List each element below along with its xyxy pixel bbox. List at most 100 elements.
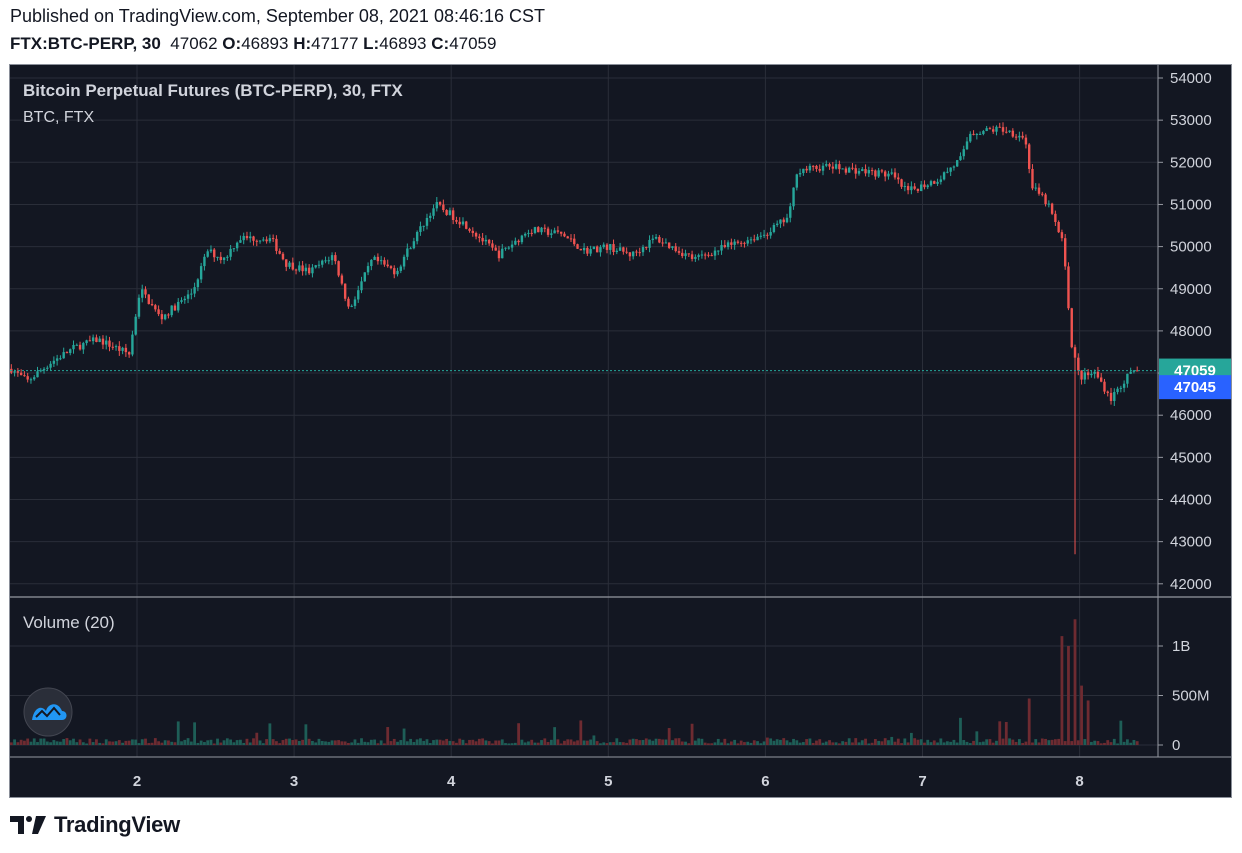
volume-bar — [684, 741, 687, 745]
volume-bar — [333, 740, 337, 745]
candle-body — [317, 264, 321, 266]
candle-body — [703, 254, 707, 256]
footer-brand[interactable]: TradingView — [10, 812, 180, 838]
volume-bar — [680, 741, 684, 745]
candle-body — [838, 164, 841, 170]
candle-body — [687, 253, 691, 255]
candle-body — [903, 186, 907, 188]
volume-bar — [795, 740, 799, 745]
volume-bar — [59, 741, 62, 745]
candle-body — [278, 250, 281, 254]
volume-bar — [121, 742, 124, 745]
volume-bar — [867, 743, 871, 745]
candle-body — [62, 352, 65, 359]
price-axis[interactable]: 5400053000520005100050000490004800047000… — [1158, 70, 1212, 593]
candle-body — [998, 126, 1001, 128]
volume-bar — [589, 739, 593, 745]
candle-body — [1027, 144, 1031, 169]
volume-bar — [62, 739, 66, 745]
candle-body — [1126, 373, 1129, 384]
time-tick-label: 6 — [761, 773, 769, 790]
candle-body — [782, 219, 785, 223]
price-tick-label: 49000 — [1170, 281, 1212, 298]
candle-body — [857, 171, 861, 174]
candle-body — [762, 234, 766, 236]
volume-bar — [1057, 738, 1061, 745]
volume-bar — [23, 740, 26, 745]
volume-bar — [743, 742, 746, 745]
volume-bar — [288, 738, 291, 745]
candle-body — [131, 334, 134, 355]
volume-bar — [353, 739, 357, 745]
volume-bar — [1070, 741, 1074, 745]
candle-body — [818, 168, 821, 171]
volume-bar — [369, 739, 373, 745]
candle-body — [942, 172, 946, 180]
candle-body — [82, 343, 85, 350]
candle-body — [582, 247, 586, 251]
volume-bar — [991, 742, 995, 745]
volume-bar — [769, 738, 773, 745]
volume-bar — [644, 738, 648, 745]
volume-bar — [592, 735, 596, 745]
candle-body — [121, 347, 124, 351]
volume-bar — [602, 742, 606, 745]
volume-bar — [104, 739, 108, 745]
candle-body — [307, 267, 311, 274]
candle-body — [1011, 130, 1015, 137]
volume-bar — [32, 738, 36, 745]
tradingview-badge-icon[interactable] — [23, 687, 73, 737]
volume-bar — [366, 742, 370, 745]
volume-bar — [618, 742, 622, 745]
volume-bar — [340, 741, 344, 745]
candle-body — [569, 238, 573, 240]
volume-bar — [157, 741, 161, 745]
candle-body — [186, 294, 190, 299]
volume-bar — [985, 739, 989, 745]
candle-body — [906, 186, 910, 191]
volume-bar — [847, 738, 851, 745]
time-axis[interactable]: 2 3 4 5 6 7 8 — [133, 773, 1084, 790]
volume-bar — [906, 742, 910, 745]
candle-body — [1063, 238, 1067, 267]
volume-bar — [68, 740, 72, 745]
volume-bar — [445, 738, 449, 745]
volume-bar — [317, 738, 321, 745]
volume-bar — [733, 739, 737, 745]
volume-bar — [101, 743, 105, 745]
volume-bar — [530, 739, 534, 745]
candle-body — [897, 177, 900, 180]
volume-bar — [291, 740, 295, 745]
volume-bar — [945, 741, 949, 745]
candlestick-chart[interactable]: 5400053000520005100050000490004800047000… — [10, 65, 1231, 797]
candle-body — [929, 181, 933, 186]
volume-bar — [824, 741, 828, 745]
volume-bar — [258, 740, 262, 745]
volume-bar — [631, 738, 635, 745]
volume-bar — [468, 739, 471, 745]
volume-bar — [435, 739, 439, 745]
volume-bar — [677, 738, 681, 745]
candle-body — [550, 233, 553, 235]
candle-body — [615, 250, 619, 253]
candle-body — [448, 210, 452, 215]
candle-body — [262, 239, 265, 241]
candle-body — [527, 232, 530, 234]
volume-bar — [1067, 646, 1070, 745]
candle-body — [481, 237, 484, 242]
candle-body — [559, 231, 563, 234]
volume-bar — [929, 742, 933, 745]
volume-axis[interactable]: 1B 500M 0 — [1158, 638, 1210, 754]
volume-bar — [242, 742, 246, 745]
volume-bar — [36, 742, 39, 745]
candle-body — [730, 242, 733, 245]
candle-body — [111, 346, 114, 348]
high-label: H: — [293, 34, 312, 53]
candle-body — [919, 184, 923, 192]
candle-body — [255, 240, 258, 242]
volume-bar — [585, 740, 589, 745]
volume-bar — [1119, 720, 1123, 745]
volume-bar — [893, 741, 897, 745]
volume-bars — [10, 619, 1139, 745]
candle-body — [517, 240, 520, 243]
